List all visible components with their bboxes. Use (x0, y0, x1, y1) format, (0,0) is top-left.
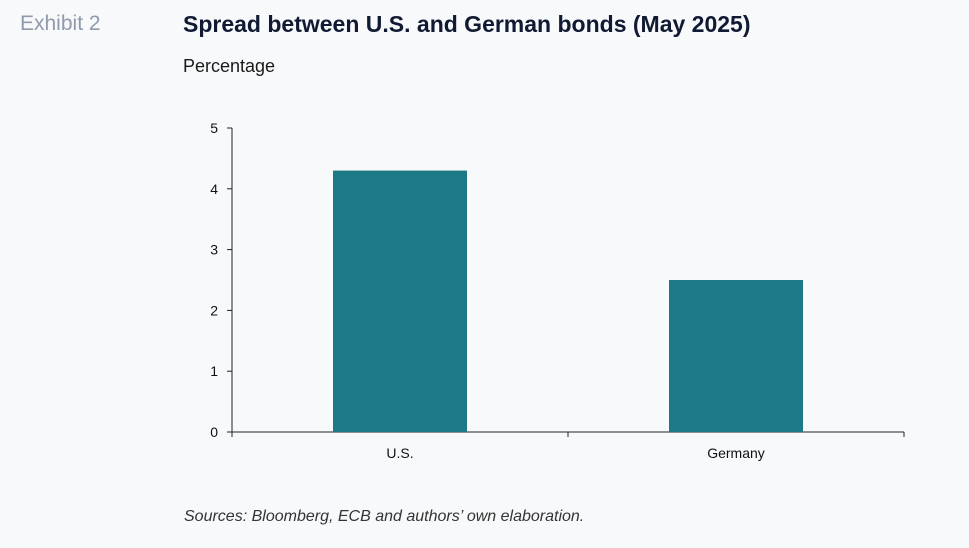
bar-germany (669, 280, 803, 432)
source-note: Sources: Bloomberg, ECB and authors’ own… (184, 508, 585, 525)
bar-u-s (333, 170, 467, 432)
x-tick-label: U.S. (386, 445, 413, 461)
y-axis-unit-label: Percentage (183, 56, 276, 76)
chart-title: Spread between U.S. and German bonds (Ma… (183, 11, 751, 37)
exhibit-label: Exhibit 2 (20, 12, 101, 35)
y-tick-label: 3 (210, 242, 218, 258)
y-tick-label: 5 (210, 120, 218, 136)
y-tick-label: 2 (210, 302, 218, 318)
y-tick-label: 1 (210, 363, 218, 379)
y-tick-label: 0 (210, 424, 218, 440)
y-tick-label: 4 (210, 181, 218, 197)
x-tick-label: Germany (707, 445, 765, 461)
